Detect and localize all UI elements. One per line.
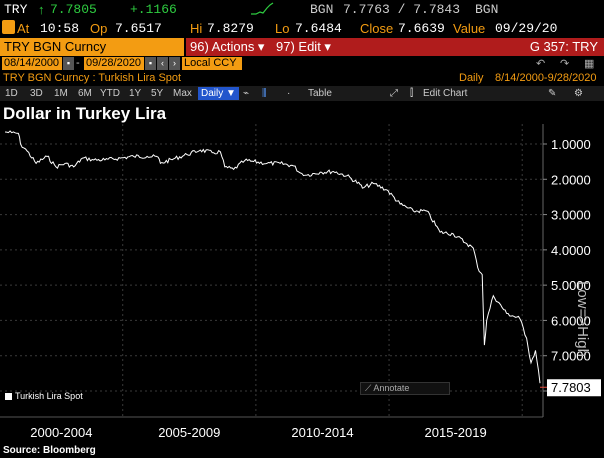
edit-menu[interactable]: 97) Edit ▾: [276, 39, 331, 54]
calendar-icon[interactable]: ▪: [63, 57, 74, 70]
bid-ask-source: BGN: [475, 2, 499, 17]
low-value: 7.6484: [295, 21, 342, 36]
y-tick-label: 5.0000: [551, 278, 591, 293]
chevron-left-icon[interactable]: ‹: [157, 57, 168, 70]
range-6m-button[interactable]: 6M: [78, 88, 92, 99]
range-1d-button[interactable]: 1D: [5, 88, 18, 99]
edit-chart-button[interactable]: Edit Chart: [423, 88, 468, 99]
bid-ask: 7.7763 / 7.7843: [343, 2, 461, 17]
quote-time: 10:58: [40, 21, 80, 36]
draw-icon[interactable]: ✎: [548, 88, 557, 99]
periodicity-dropdown[interactable]: Daily ▼: [198, 87, 239, 100]
ticker-row: TRY ↑ 7.7805 +.1166 BGN 7.7763 / 7.7843 …: [0, 0, 604, 19]
last-value-label: 7.7803: [551, 380, 591, 395]
annotate-button[interactable]: ⟋ Annotate: [360, 382, 450, 395]
undo-icon[interactable]: ↶: [536, 58, 546, 70]
range-5y-button[interactable]: 5Y: [151, 88, 164, 99]
info-row: TRY BGN Curncy : Turkish Lira Spot Daily…: [0, 72, 604, 85]
last-price: 7.7805: [50, 2, 97, 17]
annotate-label: Annotate: [373, 383, 410, 393]
ticker-symbol: TRY: [4, 2, 28, 17]
high-value: 7.8279: [207, 21, 254, 36]
value-label: Value: [453, 21, 486, 36]
bar-chart-icon[interactable]: ⫼: [262, 88, 267, 99]
chart-toolbar: 1D 3D 1M 6M YTD 1Y 5Y Max Daily ▼ ⌁ ⫼ · …: [0, 86, 604, 101]
line-chart-icon[interactable]: ⌁: [243, 88, 250, 99]
expand-icon[interactable]: ⤢: [390, 88, 398, 99]
settings-icon[interactable]: ⚙: [574, 88, 583, 99]
date-range-row: 08/14/2000 ▪ - 09/28/2020 ▪ ‹ › Local CC…: [0, 57, 604, 71]
y-tick-label: 1.0000: [551, 137, 591, 152]
end-date-input[interactable]: 09/28/2020: [84, 57, 144, 70]
y-tick-label: 4.0000: [551, 243, 591, 258]
range-1m-button[interactable]: 1M: [54, 88, 68, 99]
high-label: Hi: [190, 21, 203, 36]
command-bar: TRY BGN Curncy 96) Actions ▾ 97) Edit ▾ …: [0, 38, 604, 56]
range-max-button[interactable]: Max: [173, 88, 192, 99]
series-line: [4, 130, 541, 384]
close-label: Close: [360, 21, 394, 36]
x-period-label: 2005-2009: [158, 425, 220, 440]
quote-row: At 10:58 Op 7.6517 Hi 7.8279 Lo 7.6484 C…: [0, 19, 604, 38]
period-band: [0, 417, 543, 445]
actions-menu[interactable]: 96) Actions ▾: [190, 39, 265, 54]
line-chart[interactable]: 2000-2004 2005-2009 2010-2014 2015-2019 1.0…: [0, 124, 604, 445]
menu-bar: 96) Actions ▾ 97) Edit ▾ G 357: TRY: [186, 38, 604, 56]
range-dash: -: [76, 57, 80, 69]
y-tick-label: 2.0000: [551, 172, 591, 187]
y-tick-label: 3.0000: [551, 208, 591, 223]
bid-ask-label: BGN: [310, 2, 334, 17]
more-icon[interactable]: ·: [287, 88, 291, 99]
price-change: +.1166: [130, 2, 177, 17]
periodicity-label: Daily: [459, 72, 484, 84]
currency-select[interactable]: Local CCY: [182, 57, 242, 70]
calendar-icon[interactable]: ▪: [145, 57, 156, 70]
x-period-label: 2000-2004: [30, 425, 92, 440]
chart-title: Dollar in Turkey Lira: [3, 104, 167, 123]
security-description: TRY BGN Curncy : Turkish Lira Spot: [3, 72, 182, 84]
function-code: G 357: TRY: [529, 39, 598, 54]
table-button[interactable]: Table: [308, 88, 332, 99]
pencil-icon: ⟋: [365, 383, 374, 393]
chart-edit-icon[interactable]: ⫿: [410, 88, 414, 99]
alert-icon[interactable]: [2, 20, 15, 34]
at-label: At: [17, 21, 30, 36]
grid-icon[interactable]: ▦: [584, 58, 595, 70]
sparkline-icon: [251, 2, 274, 15]
open-label: Op: [90, 21, 108, 36]
period-range: 8/14/2000-9/28/2020: [495, 72, 597, 84]
range-3d-button[interactable]: 3D: [30, 88, 43, 99]
open-value: 7.6517: [115, 21, 162, 36]
security-input[interactable]: TRY BGN Curncy: [0, 38, 184, 56]
source-note: Source: Bloomberg: [3, 445, 96, 456]
right-axis-label: Low=>High: [574, 281, 591, 357]
range-ytd-button[interactable]: YTD: [100, 88, 120, 99]
start-date-input[interactable]: 08/14/2000: [2, 57, 62, 70]
x-period-label: 2015-2019: [425, 425, 487, 440]
y-tick-label: 6.0000: [551, 313, 591, 328]
legend-label: Turkish Lira Spot: [15, 391, 83, 401]
x-period-label: 2010-2014: [291, 425, 353, 440]
y-tick-label: 7.0000: [551, 349, 591, 364]
redo-icon[interactable]: ↷: [560, 58, 570, 70]
chart-legend: Turkish Lira Spot: [5, 391, 83, 401]
close-value: 7.6639: [398, 21, 445, 36]
value-date: 09/29/20: [495, 21, 558, 36]
last-value-box: [547, 379, 601, 397]
chevron-right-icon[interactable]: ›: [169, 57, 180, 70]
low-label: Lo: [275, 21, 290, 36]
up-arrow-icon: ↑: [38, 2, 45, 17]
range-1y-button[interactable]: 1Y: [129, 88, 142, 99]
legend-swatch: [5, 393, 12, 401]
